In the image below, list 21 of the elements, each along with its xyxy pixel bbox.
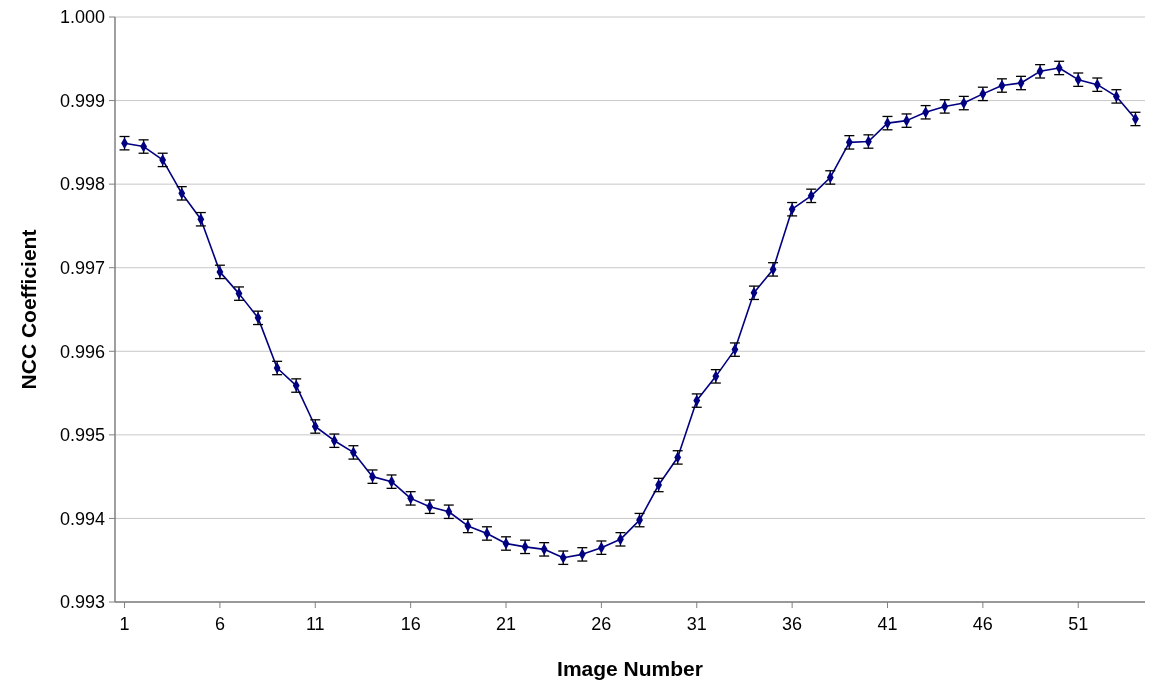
y-tick-label: 0.998 bbox=[59, 174, 105, 195]
y-tick-label: 0.996 bbox=[59, 341, 105, 362]
x-axis-title: Image Number bbox=[557, 657, 703, 680]
y-tick-label: 0.997 bbox=[59, 258, 105, 279]
x-tick-label: 1 bbox=[119, 614, 130, 634]
x-tick-label: 21 bbox=[496, 614, 517, 634]
x-tick-label: 11 bbox=[305, 614, 325, 634]
y-tick-label: 0.993 bbox=[59, 592, 105, 613]
x-tick-label: 51 bbox=[1068, 614, 1089, 634]
x-tick-label: 41 bbox=[877, 614, 898, 634]
y-tick-label: 0.999 bbox=[59, 90, 105, 111]
x-tick-label: 31 bbox=[686, 614, 707, 634]
x-tick-label: 26 bbox=[591, 614, 612, 634]
y-tick-label: 1.000 bbox=[59, 7, 105, 28]
y-tick-label: 0.995 bbox=[59, 425, 105, 446]
y-tick-label: 0.994 bbox=[59, 508, 105, 529]
x-tick-label: 16 bbox=[400, 614, 421, 634]
x-tick-label: 36 bbox=[782, 614, 803, 634]
x-tick-label: 6 bbox=[214, 614, 225, 634]
y-axis-title: NCC Coefficient bbox=[17, 229, 40, 390]
x-tick-label: 46 bbox=[972, 614, 993, 634]
